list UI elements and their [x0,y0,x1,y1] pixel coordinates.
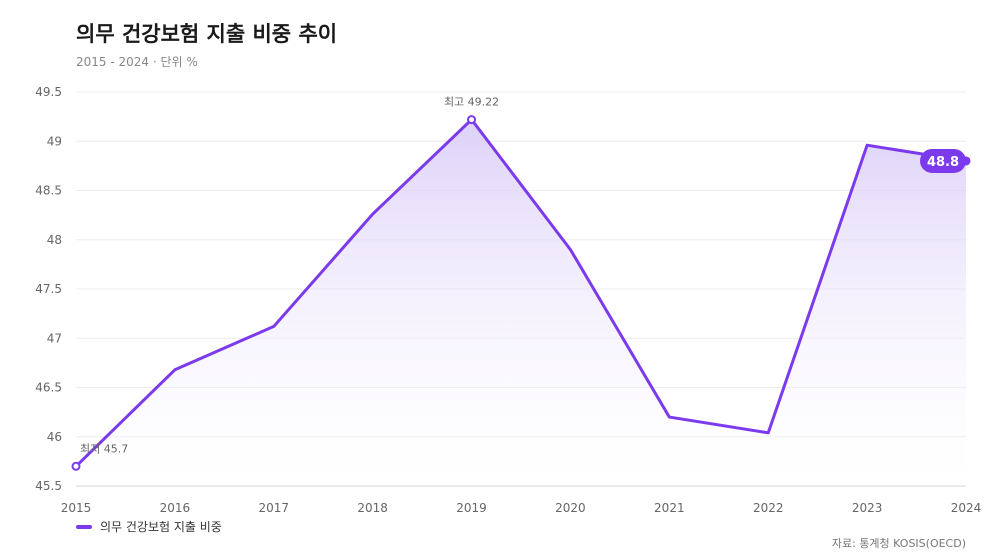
x-tick-label: 2016 [160,501,191,515]
y-tick-label: 46.5 [35,381,62,395]
chart-title: 의무 건강보험 지출 비중 추이 [76,22,338,46]
y-tick-label: 48.5 [35,184,62,198]
x-tick-label: 2017 [259,501,290,515]
max-point [467,115,477,125]
x-tick-label: 2021 [654,501,685,515]
y-tick-label: 49.5 [35,85,62,99]
min-point [71,461,81,471]
y-tick-label: 47 [47,331,62,345]
x-tick-label: 2022 [753,501,784,515]
last-value-badge [920,148,966,173]
series-line [74,118,968,468]
y-tick-label: 47.5 [35,282,62,296]
series-area [76,119,966,486]
x-tick-label: 2020 [555,501,586,515]
y-tick-label: 46 [47,430,62,444]
x-tick-label: 2015 [61,501,92,515]
chart-legend: 의무 건강보험 지출 비중 [76,518,222,535]
x-tick-label: 2018 [357,501,388,515]
max-label: 최고 49.22 [444,96,499,109]
last-value-label: 48.8 [927,155,959,170]
y-tick-label: 45.5 [35,479,62,493]
y-tick-label: 49 [47,134,62,148]
y-tick-label: 48 [47,233,62,247]
legend-label: 의무 건강보험 지출 비중 [100,520,222,534]
legend-swatch [76,524,92,529]
x-tick-label: 2023 [852,501,883,515]
x-tick-label: 2019 [456,501,487,515]
source-note: 자료: 통계청 KOSIS(OECD) [831,537,966,550]
x-tick-label: 2024 [951,501,982,515]
chart-subtitle: 2015 - 2024 · 단위 % [76,55,198,69]
min-label: 최저 45.7 [80,442,128,455]
